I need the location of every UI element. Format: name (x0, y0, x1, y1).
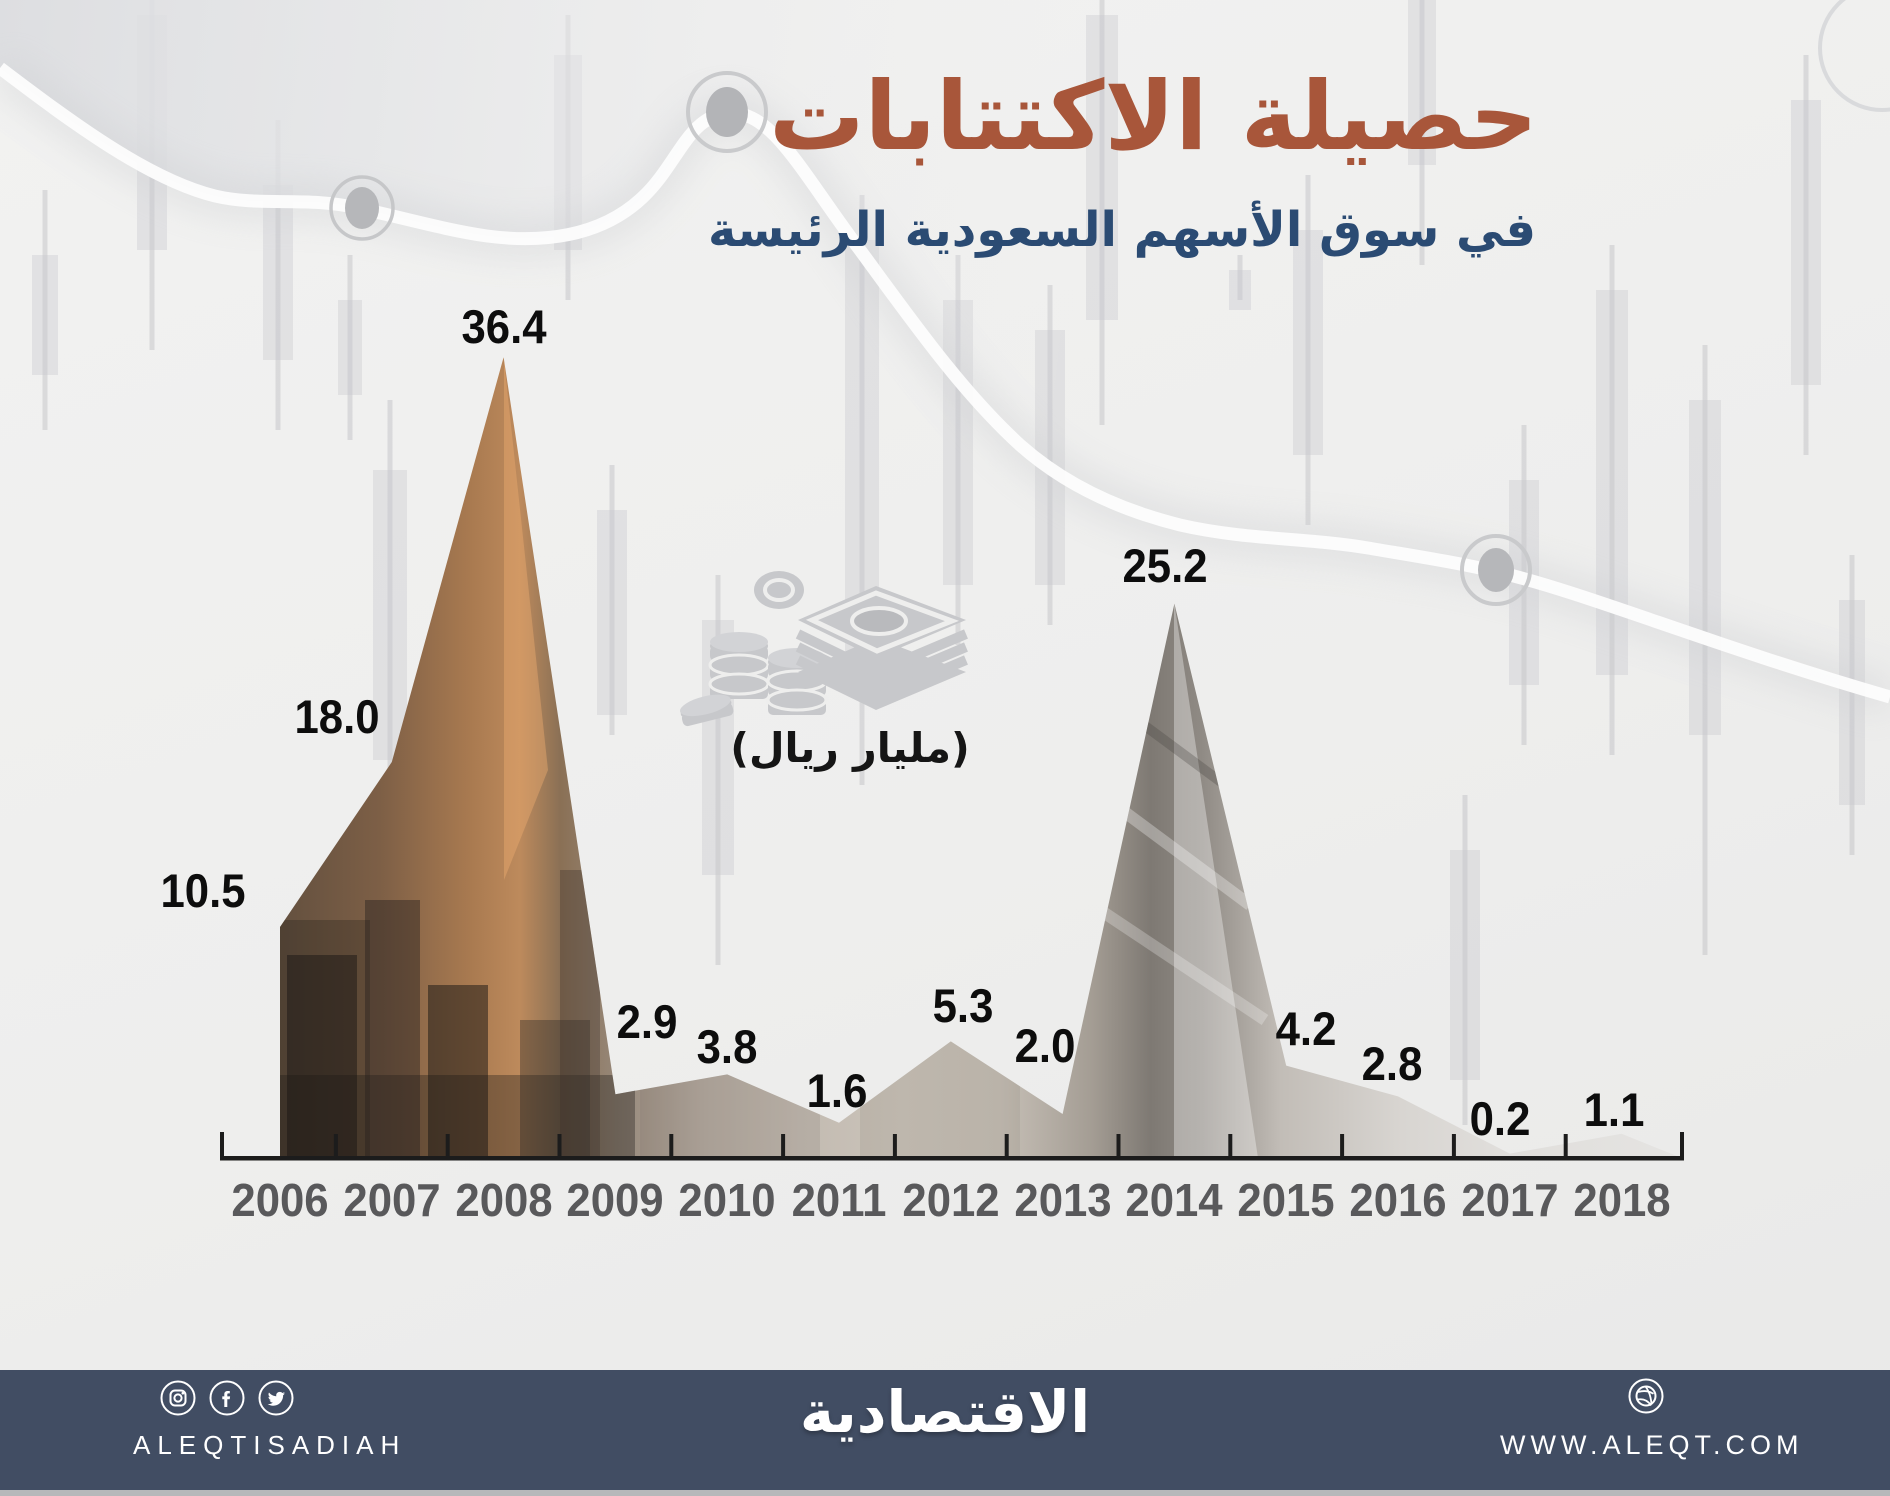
data-value-label: 4.2 (1275, 1001, 1337, 1055)
x-axis-label: 2013 (1013, 1174, 1112, 1226)
data-value-label: 0.2 (1469, 1091, 1531, 1145)
wave-point-marker (1460, 534, 1532, 606)
wave-point-marker (686, 71, 768, 153)
data-value-label: 18.0 (294, 690, 380, 743)
website-url[interactable]: WWW.ALEQT.COM (1500, 1430, 1804, 1460)
social-icons (160, 1380, 294, 1416)
twitter-icon[interactable] (258, 1380, 294, 1416)
data-value-label: 1.1 (1583, 1082, 1644, 1136)
wave-line (0, 62, 1890, 704)
facebook-icon[interactable] (209, 1380, 245, 1416)
page-subtitle: في سوق الأسهم السعودية الرئيسة (708, 202, 1536, 258)
banknote-stack (795, 586, 968, 710)
bottom-strip (0, 1490, 1890, 1496)
x-axis-label: 2012 (902, 1174, 1000, 1226)
x-axis-label: 2015 (1237, 1174, 1335, 1226)
x-axis (220, 1132, 1684, 1161)
coin-stack (680, 632, 828, 727)
data-value-label: 2.9 (617, 995, 678, 1049)
brand-logo: الاقتصادية (799, 1378, 1091, 1446)
instagram-icon[interactable] (160, 1380, 196, 1416)
x-axis-label: 2014 (1125, 1174, 1224, 1226)
unit-label: (مليار ريال) (730, 724, 970, 772)
x-axis-label: 2009 (566, 1174, 665, 1226)
page-title: حصيلة الاكتتابات (769, 62, 1538, 172)
dribbble-icon[interactable] (1628, 1378, 1664, 1414)
social-handle: ALEQTISADIAH (133, 1430, 407, 1460)
data-value-label: 36.4 (461, 300, 547, 354)
x-axis-label: 2016 (1349, 1174, 1447, 1226)
data-value-label: 5.3 (932, 979, 994, 1033)
data-value-label: 3.8 (696, 1020, 758, 1074)
money-icon (680, 571, 968, 727)
data-value-label: 25.2 (1122, 538, 1208, 592)
wave-point-marker (329, 175, 395, 241)
data-value-label: 10.5 (160, 864, 246, 917)
x-axis-label: 2006 (231, 1174, 329, 1226)
x-axis-label: 2011 (791, 1174, 887, 1226)
x-axis-label: 2007 (343, 1174, 441, 1226)
corner-ring (1818, 0, 1890, 112)
axis-ticks (220, 1132, 1684, 1158)
x-axis-label: 2010 (678, 1174, 776, 1226)
x-axis-label: 2017 (1461, 1174, 1559, 1226)
data-value-label: 2.8 (1361, 1037, 1423, 1091)
area-fill (280, 357, 1682, 1158)
footer: ALEQTISADIAH الاقتصادية WWW.ALEQT.COM (0, 1370, 1890, 1490)
x-axis-label: 2018 (1572, 1174, 1671, 1226)
data-value-label: 2.0 (1014, 1019, 1075, 1072)
data-value-label: 1.6 (806, 1063, 868, 1117)
axis-baseline (220, 1156, 1684, 1161)
x-axis-label: 2008 (454, 1174, 553, 1226)
